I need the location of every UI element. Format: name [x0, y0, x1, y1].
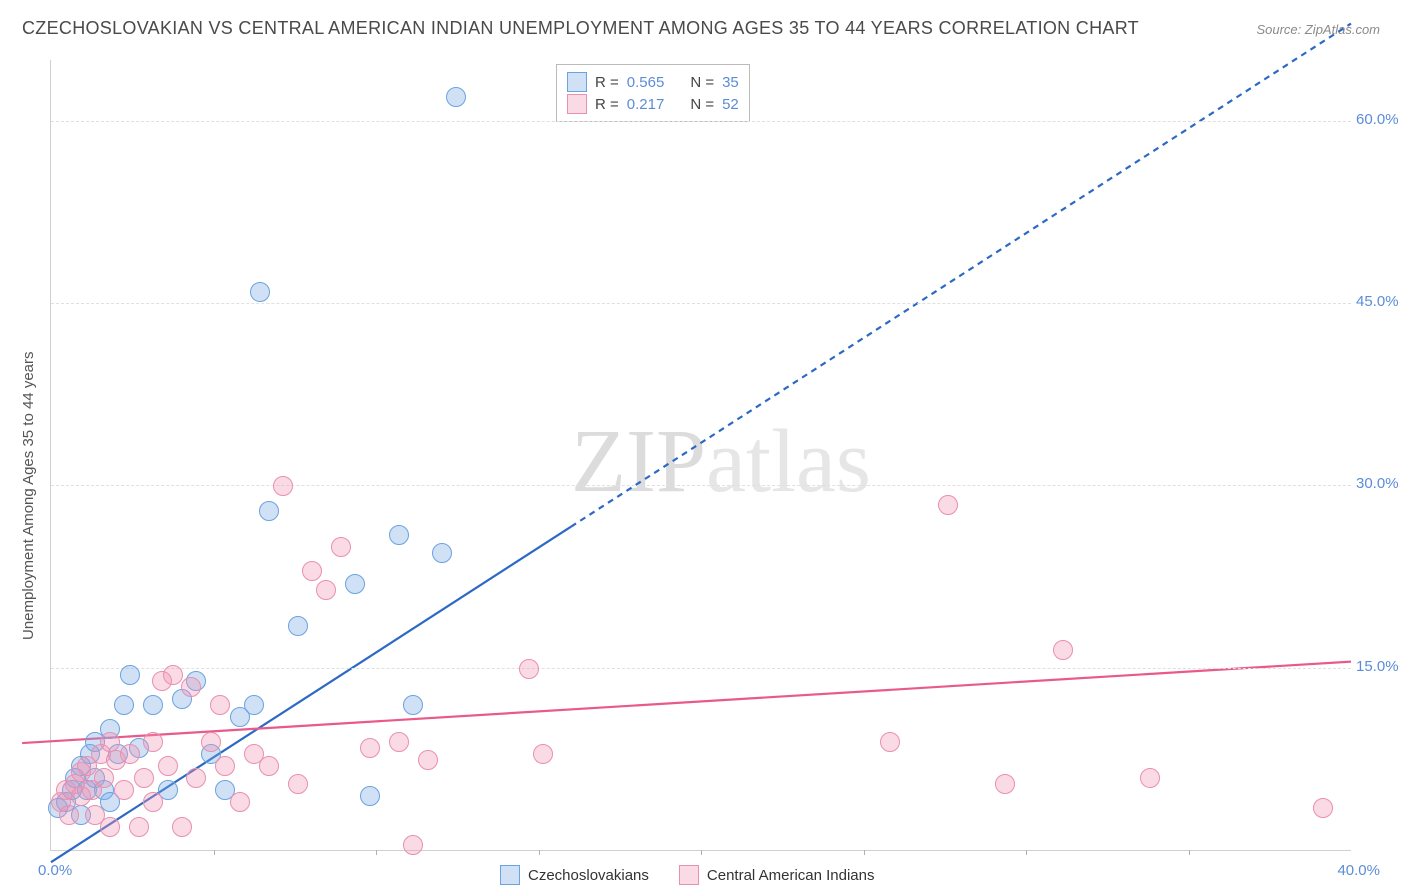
- data-point-czech: [389, 525, 409, 545]
- legend-swatch-czech: [500, 865, 520, 885]
- data-point-cai: [418, 750, 438, 770]
- data-point-cai: [938, 495, 958, 515]
- r-label: R =: [595, 74, 619, 91]
- data-point-cai: [143, 732, 163, 752]
- data-point-cai: [215, 756, 235, 776]
- legend-label-cai: Central American Indians: [707, 867, 875, 884]
- gridline: [51, 668, 1351, 669]
- data-point-cai: [331, 537, 351, 557]
- y-axis-tick-label: 15.0%: [1356, 658, 1399, 675]
- plot-area: ZIPatlas R = 0.565 N = 35 R = 0.217 N = …: [50, 60, 1351, 851]
- data-point-cai: [259, 756, 279, 776]
- legend-item-czech: Czechoslovakians: [500, 865, 649, 885]
- data-point-cai: [302, 561, 322, 581]
- x-tick: [376, 850, 377, 855]
- chart-title: CZECHOSLOVAKIAN VS CENTRAL AMERICAN INDI…: [22, 18, 1139, 39]
- y-axis-label: Unemployment Among Ages 35 to 44 years: [20, 351, 37, 640]
- data-point-czech: [120, 665, 140, 685]
- data-point-cai: [1140, 768, 1160, 788]
- data-point-cai: [403, 835, 423, 855]
- data-point-cai: [186, 768, 206, 788]
- data-point-cai: [181, 677, 201, 697]
- data-point-czech: [244, 695, 264, 715]
- data-point-cai: [120, 744, 140, 764]
- regression-lines: [51, 60, 1351, 850]
- n-label: N =: [690, 96, 714, 113]
- data-point-cai: [100, 817, 120, 837]
- data-point-czech: [360, 786, 380, 806]
- data-point-cai: [210, 695, 230, 715]
- x-tick: [1189, 850, 1190, 855]
- n-value-cai: 52: [722, 96, 739, 113]
- data-point-cai: [201, 732, 221, 752]
- data-point-cai: [533, 744, 553, 764]
- data-point-cai: [880, 732, 900, 752]
- y-axis-tick-label: 60.0%: [1356, 111, 1399, 128]
- data-point-czech: [432, 543, 452, 563]
- y-axis-tick-label: 45.0%: [1356, 293, 1399, 310]
- data-point-cai: [143, 792, 163, 812]
- data-point-czech: [288, 616, 308, 636]
- data-point-cai: [273, 476, 293, 496]
- legend-label-czech: Czechoslovakians: [528, 867, 649, 884]
- data-point-cai: [163, 665, 183, 685]
- legend: Czechoslovakians Central American Indian…: [500, 862, 875, 888]
- stats-row-czech: R = 0.565 N = 35: [567, 71, 739, 93]
- source-attribution: Source: ZipAtlas.com: [1256, 22, 1380, 37]
- data-point-cai: [134, 768, 154, 788]
- x-tick: [864, 850, 865, 855]
- stats-panel: R = 0.565 N = 35 R = 0.217 N = 52: [556, 64, 750, 122]
- data-point-cai: [1053, 640, 1073, 660]
- x-tick: [214, 850, 215, 855]
- x-tick: [539, 850, 540, 855]
- gridline: [51, 121, 1351, 122]
- data-point-cai: [100, 732, 120, 752]
- data-point-cai: [316, 580, 336, 600]
- swatch-cai: [567, 94, 587, 114]
- data-point-cai: [230, 792, 250, 812]
- swatch-czech: [567, 72, 587, 92]
- n-value-czech: 35: [722, 74, 739, 91]
- x-axis-min-label: 0.0%: [38, 862, 72, 879]
- data-point-czech: [403, 695, 423, 715]
- legend-item-cai: Central American Indians: [679, 865, 875, 885]
- r-value-czech: 0.565: [627, 74, 665, 91]
- data-point-cai: [94, 768, 114, 788]
- data-point-czech: [143, 695, 163, 715]
- data-point-czech: [259, 501, 279, 521]
- data-point-cai: [995, 774, 1015, 794]
- data-point-cai: [172, 817, 192, 837]
- y-axis-tick-label: 30.0%: [1356, 475, 1399, 492]
- data-point-cai: [389, 732, 409, 752]
- x-axis-max-label: 40.0%: [1337, 862, 1380, 879]
- gridline: [51, 303, 1351, 304]
- data-point-czech: [345, 574, 365, 594]
- r-label: R =: [595, 96, 619, 113]
- data-point-cai: [288, 774, 308, 794]
- data-point-cai: [360, 738, 380, 758]
- data-point-cai: [129, 817, 149, 837]
- data-point-cai: [158, 756, 178, 776]
- x-tick: [1026, 850, 1027, 855]
- n-label: N =: [690, 74, 714, 91]
- data-point-cai: [114, 780, 134, 800]
- r-value-cai: 0.217: [627, 96, 665, 113]
- data-point-czech: [114, 695, 134, 715]
- x-tick: [701, 850, 702, 855]
- data-point-czech: [446, 87, 466, 107]
- data-point-cai: [59, 805, 79, 825]
- legend-swatch-cai: [679, 865, 699, 885]
- gridline: [51, 485, 1351, 486]
- data-point-cai: [519, 659, 539, 679]
- data-point-cai: [1313, 798, 1333, 818]
- stats-row-cai: R = 0.217 N = 52: [567, 93, 739, 115]
- data-point-czech: [250, 282, 270, 302]
